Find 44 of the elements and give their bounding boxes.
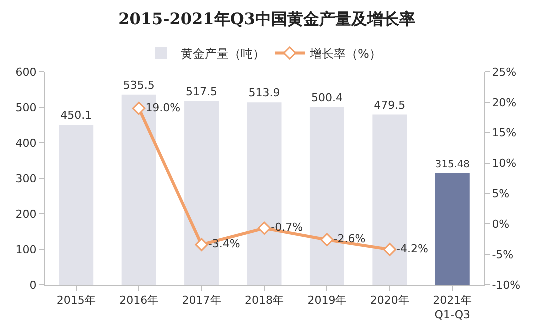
y-tick-label: 400 [16, 136, 37, 150]
legend-label: 增长率（%） [309, 46, 382, 61]
data-label: 450.1 [60, 109, 92, 122]
y-tick-label: 100 [16, 243, 37, 256]
y-tick-label: 200 [16, 208, 37, 221]
data-label: 517.5 [186, 85, 218, 98]
y2-tick-label: 25% [492, 66, 517, 79]
data-label: 535.5 [123, 78, 155, 92]
y-tick-label: 0 [30, 278, 37, 292]
y2-tick-label: 10% [492, 157, 517, 170]
data-label: 513.9 [248, 86, 280, 100]
y2-tick-label: 15% [492, 126, 517, 140]
y2-tick-label: 0% [492, 218, 510, 231]
x-tick-label: 2019年 [308, 294, 347, 308]
x-tick-label: 2018年 [245, 294, 284, 308]
point [132, 102, 146, 116]
data-label: 479.5 [374, 98, 406, 112]
data-label: -3.4% [208, 238, 240, 251]
data-label: -2.6% [334, 232, 366, 246]
y-tick-label: 600 [16, 66, 37, 79]
y-tick-label: 300 [16, 172, 37, 186]
y2-tick-label: -5% [492, 248, 514, 262]
y2-tick-label: 20% [492, 96, 517, 110]
data-label: -0.7% [271, 221, 304, 234]
x-tick-label: 2016年 [120, 294, 159, 308]
bar [435, 173, 470, 285]
point [258, 222, 272, 235]
y-tick-label: 500 [16, 101, 37, 114]
x-tick-label: 2017年 [182, 294, 222, 308]
data-label: 19.0% [146, 101, 181, 114]
x-tick-label: 2020年 [370, 294, 410, 308]
point [195, 238, 208, 252]
point [320, 233, 334, 247]
legend-label: 黄金产量（吨） [181, 46, 265, 61]
data-label: 315.48 [435, 159, 470, 170]
y2-tick-label: 5% [492, 188, 510, 201]
x-tick-label: 2021年 Q1-Q3 [433, 294, 472, 322]
y2-tick-label: -10% [492, 278, 521, 292]
point [383, 243, 397, 256]
chart-title: 2015-2021年Q3中国黄金产量及增长率 [118, 10, 416, 29]
data-label: 500.4 [311, 91, 343, 104]
data-label: -4.2% [396, 242, 428, 256]
bar [59, 125, 94, 285]
x-tick-label: 2015年 [56, 294, 96, 308]
